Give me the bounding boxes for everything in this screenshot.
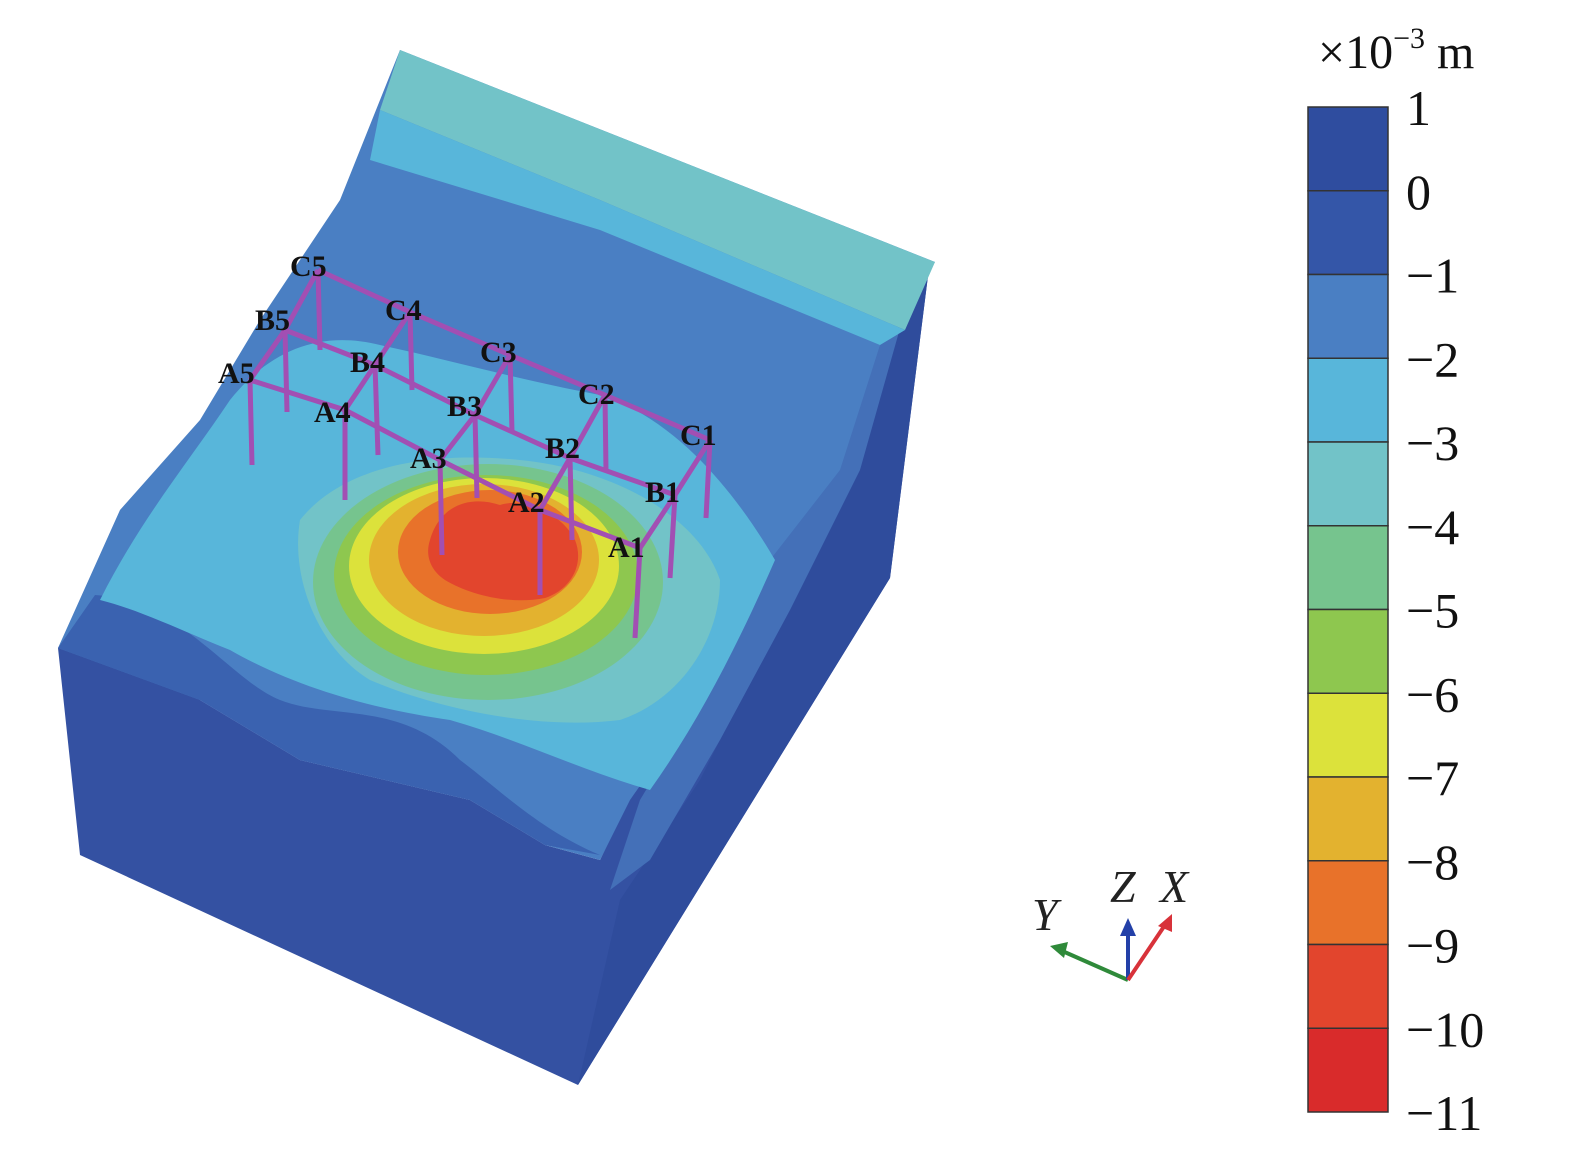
pile-c3: [507, 354, 515, 433]
legend-tick-label: 1: [1406, 80, 1431, 136]
z-axis-arrowhead: [1120, 918, 1136, 936]
top-surface-edge-band: [58, 595, 600, 855]
x-axis-arrowhead: [1158, 914, 1172, 932]
legend-tick-label: −7: [1406, 750, 1459, 806]
legend-tick-label: −1: [1406, 248, 1459, 304]
pile-label-b3: B3: [447, 390, 482, 423]
legend-tick-label: 0: [1406, 164, 1431, 220]
pile-label-a5: A5: [218, 357, 255, 390]
legend-tick-label: −10: [1406, 1001, 1484, 1057]
pile-label-b1: B1: [645, 476, 680, 509]
y-axis-arrowhead: [1050, 942, 1068, 958]
pile-b5: [282, 329, 290, 413]
legend-bands: [1307, 106, 1389, 1113]
legend-band-4: [1307, 441, 1389, 527]
pile-b4: [372, 364, 381, 456]
pile-c2: [602, 394, 609, 473]
x-axis-label: X: [1158, 861, 1190, 912]
pile-label-c3: C3: [480, 336, 517, 369]
legend-tick-label: −8: [1406, 834, 1459, 890]
pile-a1: [632, 547, 643, 639]
pile-label-b4: B4: [350, 346, 385, 379]
legend-band-9: [1307, 860, 1389, 946]
legend-band-10: [1307, 943, 1389, 1029]
block-front-face: [58, 260, 930, 1085]
pile-c5: [315, 269, 323, 351]
pile-labels: C5 C4 C3 C2 C1 B5 B4 B3 B2 B1 A5 A4 A3 A…: [218, 250, 717, 564]
legend-band-6: [1307, 608, 1389, 694]
pile-label-b2: B2: [545, 432, 580, 465]
pile-label-a3: A3: [410, 442, 447, 475]
pile-label-c4: C4: [385, 294, 422, 327]
legend-band-0: [1307, 106, 1389, 192]
legend-unit-exponent: −3: [1393, 22, 1425, 55]
axis-triad: Y Z X: [1032, 861, 1190, 982]
pile-label-c2: C2: [578, 378, 615, 411]
legend-band-11: [1307, 1027, 1389, 1113]
pile-label-a2: A2: [508, 486, 545, 519]
x-axis-arrow: [1126, 923, 1167, 982]
pile-b1: [667, 494, 678, 579]
top-surface-back-band-2: [370, 110, 905, 345]
top-surface-back-band: [380, 50, 935, 330]
pile-label-c5: C5: [290, 250, 327, 283]
soil-block: [58, 50, 935, 1085]
legend-tick-label: −4: [1406, 499, 1459, 555]
pile-label-c1: C1: [680, 419, 717, 452]
pile-b2: [567, 457, 575, 541]
pile-c4: [407, 311, 415, 391]
pile-a3: [437, 459, 445, 556]
y-axis-arrow: [1059, 948, 1129, 982]
legend-unit-suffix: m: [1425, 26, 1474, 79]
legend-band-2: [1307, 273, 1389, 359]
legend-tick-label: −9: [1406, 918, 1459, 974]
legend-band-5: [1307, 525, 1389, 611]
y-axis-label: Y: [1032, 889, 1062, 940]
legend-band-1: [1307, 190, 1389, 276]
legend-ticks: 1 0 −1 −2 −3 −4 −5 −6 −7 −8 −9 −10 −11: [1406, 80, 1484, 1141]
pile-label-a4: A4: [314, 396, 351, 429]
pile-label-b5: B5: [255, 304, 290, 337]
z-axis-label: Z: [1110, 861, 1136, 912]
pile-b3: [472, 414, 480, 499]
color-legend: ×10−3 m 10−1−2−3−4−5−6−7−8−9−10−11: [1307, 22, 1484, 1141]
legend-band-7: [1307, 692, 1389, 778]
pile-frame: [247, 267, 713, 639]
legend-tick-label: −2: [1406, 331, 1459, 387]
pile-a5: [247, 379, 255, 466]
legend-tick-label: −5: [1406, 583, 1459, 639]
legend-unit: ×10−3 m: [1318, 22, 1474, 79]
legend-tick-label: −6: [1406, 666, 1459, 722]
pile-label-a1: A1: [608, 531, 645, 564]
legend-tick-label: −3: [1406, 415, 1459, 471]
legend-unit-prefix: ×10: [1318, 26, 1393, 79]
legend-tick-label: −11: [1406, 1085, 1482, 1141]
legend-band-8: [1307, 776, 1389, 862]
legend-band-3: [1307, 357, 1389, 443]
pile-c1: [703, 439, 713, 519]
